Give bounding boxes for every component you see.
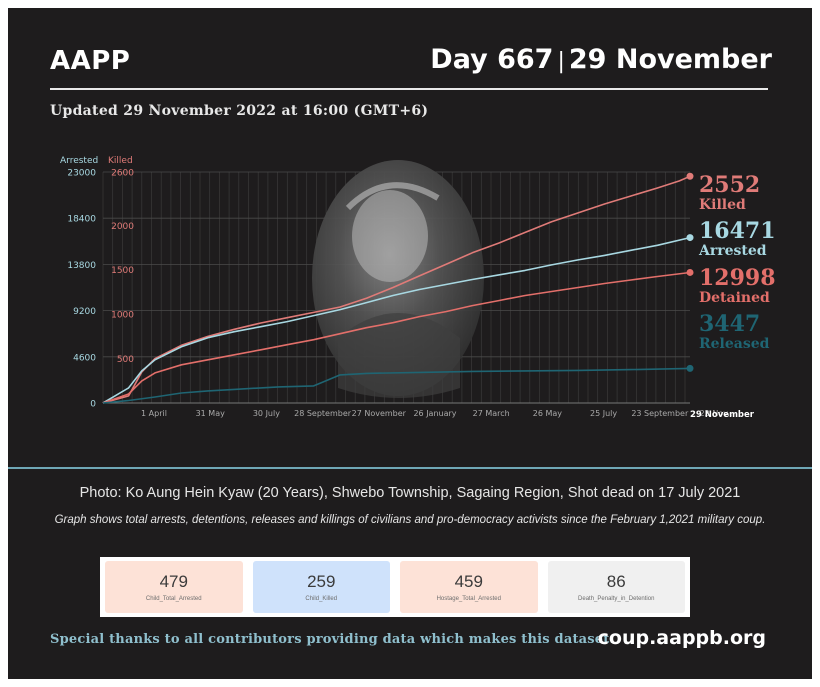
y-tick-arrested: 9200 [73,307,96,317]
day-date: 29 November [568,44,772,75]
stat-label: Child_Killed [305,596,338,602]
series-line-arrested [102,236,691,404]
stats-panel: 479 Child_Total_Arrested 259 Child_Kille… [100,557,690,617]
y-tick-arrested: 23000 [67,169,96,179]
stat-child-total-arrested: 479 Child_Total_Arrested [105,561,243,613]
website-link[interactable]: coup.aappb.org [597,627,766,649]
victim-photo [312,160,484,398]
stat-value: 259 [307,572,336,591]
y-tick-killed: 500 [117,355,134,365]
stat-label: Death_Penalty_in_Detention [578,596,655,602]
series-endpoint-killed [686,172,694,180]
series-line-released [102,367,691,404]
x-tick-label: 28 September [294,409,352,418]
chart-series [102,172,694,404]
series-line-killed [102,175,691,404]
chart-axes: 23000 18400 13800 9200 4600 0 2600 2000 1500 1000… [60,156,755,420]
x-tick-label: 30 July [253,409,280,418]
x-tick-label: 26 January [413,409,456,418]
end-name-killed: Killed [699,197,746,213]
y-tick-arrested: 4600 [73,353,96,363]
stat-child-killed: 259 Child_Killed [252,561,390,613]
series-endpoint-arrested [686,234,694,242]
x-tick-label: 27 March [473,409,510,418]
y-tick-arrested: 13800 [67,261,96,271]
end-value-arrested: 16471 [699,218,776,244]
x-tick-label: 1 April [141,409,167,418]
end-value-killed: 2552 [699,172,760,198]
end-name-arrested: Arrested [698,243,767,259]
stat-death-penalty-in-detention: 86 Death_Penalty_in_Detention [547,561,685,613]
section-divider [8,467,812,469]
stat-label: Hostage_Total_Arrested [436,596,501,602]
stat-value: 479 [159,572,188,591]
updated-timestamp: Updated 29 November 2022 at 16:00 (GMT+6… [50,103,429,119]
graph-description: Graph shows total arrests, detentions, r… [54,514,766,526]
y-tick-killed: 1500 [111,266,134,276]
y-tick-killed: 1000 [111,311,134,321]
series-endpoint-detained [686,268,694,276]
casualty-line-chart: 23000 18400 13800 9200 4600 0 2600 2000 1500 1000… [60,156,776,420]
day-counter: Day 667 | 29 November [430,44,772,75]
day-separator: | [557,49,565,74]
photo-caption: Photo: Ko Aung Hein Kyaw (20 Years), Shw… [79,485,741,501]
series-line-detained [102,271,691,404]
contributors-thanks: Special thanks to all contributors provi… [50,632,615,647]
stat-value: 86 [606,572,626,591]
y-tick-killed: 2600 [111,169,134,179]
end-name-released: Released [699,336,770,352]
stat-value: 459 [454,572,483,591]
y-tick-arrested: 18400 [67,215,96,225]
stat-hostage-total-arrested: 459 Hostage_Total_Arrested [400,561,538,613]
end-value-detained: 12998 [699,265,776,291]
end-value-released: 3447 [699,311,760,337]
header-divider [50,88,768,90]
org-name: AAPP [50,46,131,76]
stat-label: Child_Total_Arrested [145,596,202,602]
x-tick-label: 22 Nov.. [700,409,733,418]
y-axis-title-arrested: Arrested [60,156,98,166]
x-tick-label: 27 November [352,409,407,418]
day-number: Day 667 [430,44,554,75]
infographic-card: AAPP Day 667 | 29 November Updated 29 Nove… [8,8,812,679]
x-tick-label: 31 May [196,409,226,418]
end-name-detained: Detained [699,290,770,306]
y-tick-killed: 2000 [111,222,134,232]
y-axis-title-killed: Killed [108,156,133,166]
x-tick-label: 25 July [590,409,617,418]
x-end-label: 29 November [690,410,755,420]
series-endpoint-released [686,364,694,372]
x-tick-label: 23 September [631,409,689,418]
y-tick-arrested: 0 [90,400,96,410]
x-tick-label: 26 May [533,409,563,418]
